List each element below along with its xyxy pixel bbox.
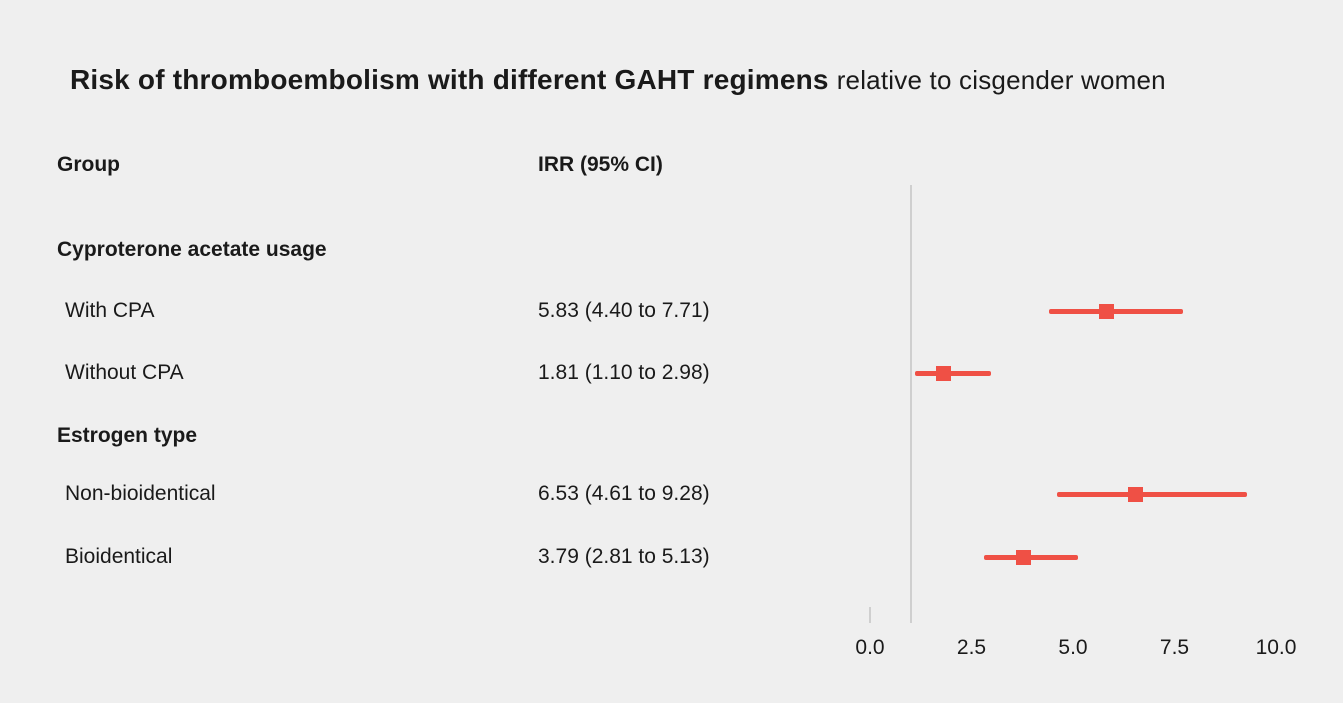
group-header-row: Cyproterone acetate usage	[57, 235, 1343, 265]
axis-tick-zero	[869, 607, 871, 623]
x-axis: 0.0 2.5 5.0 7.5 10.0	[855, 636, 1296, 666]
data-row: Non-bioidentical 6.53 (4.61 to 9.28)	[57, 479, 1343, 509]
column-header-group: Group	[57, 153, 120, 176]
irr-value: 1.81 (1.10 to 2.98)	[538, 361, 710, 384]
ci-line	[1048, 308, 1183, 314]
ci-line	[914, 370, 991, 376]
data-row: With CPA 5.83 (4.40 to 7.71)	[57, 296, 1343, 326]
data-row: Bioidentical 3.79 (2.81 to 5.13)	[57, 542, 1343, 572]
ci-line	[1057, 491, 1247, 497]
row-label: Non-bioidentical	[65, 482, 216, 505]
x-axis-tick-label: 7.5	[1159, 636, 1190, 659]
x-axis-tick-label: 0.0	[855, 636, 885, 659]
x-axis-tick-label: 5.0	[1058, 636, 1088, 659]
title-suffix-text: relative to cisgender women	[836, 65, 1166, 95]
x-axis-tick-label: 10.0	[1255, 636, 1297, 659]
irr-value: 5.83 (4.40 to 7.71)	[538, 299, 710, 322]
page-title: Risk of thromboembolism with different G…	[70, 62, 1166, 98]
group-label: Cyproterone acetate usage	[57, 238, 327, 261]
row-label: Without CPA	[65, 361, 184, 384]
group-header-row: Estrogen type	[57, 421, 1343, 451]
group-label: Estrogen type	[57, 424, 198, 447]
irr-value: 3.79 (2.81 to 5.13)	[538, 545, 710, 568]
forest-plot	[869, 185, 1276, 623]
row-label: With CPA	[65, 299, 155, 322]
x-axis-tick-label: 2.5	[956, 636, 987, 659]
point-marker	[1127, 486, 1143, 502]
point-marker	[935, 365, 951, 381]
title-main-text: Risk of thromboembolism with different G…	[70, 64, 829, 95]
point-marker	[1016, 549, 1032, 565]
column-header-irr: IRR (95% CI)	[538, 153, 663, 176]
reference-line	[909, 185, 912, 623]
data-row: Without CPA 1.81 (1.10 to 2.98)	[57, 358, 1343, 388]
point-marker	[1099, 303, 1115, 319]
irr-value: 6.53 (4.61 to 9.28)	[538, 482, 710, 505]
row-label: Bioidentical	[65, 545, 173, 568]
